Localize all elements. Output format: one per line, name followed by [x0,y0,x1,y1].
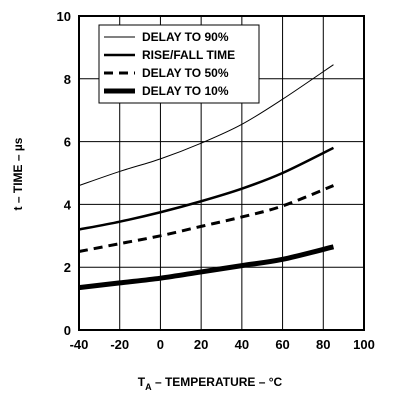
x-tick-label: 40 [235,337,249,352]
x-tick-label: 80 [316,337,330,352]
x-axis-label-subscript: A [145,382,152,392]
x-axis-label-main: T [138,375,146,389]
x-tick-label: 20 [194,337,208,352]
x-tick-label: -20 [110,337,129,352]
x-tick-label: 100 [353,337,375,352]
x-axis-label: TA – TEMPERATURE – °C [138,375,283,392]
plot-frame [78,15,365,331]
y-tick-label: 6 [64,135,71,150]
series-layer [78,64,335,291]
y-tick-label: 2 [64,260,71,275]
y-tick-label: 10 [57,9,71,24]
series-line-4 [78,244,335,291]
plot-border [78,15,365,331]
legend-label: DELAY TO 90% [142,30,229,44]
series-line-2 [78,146,335,231]
legend-label: DELAY TO 10% [142,84,229,98]
legend: DELAY TO 90% RISE/FALL TIME DELAY TO 50% DE… [98,24,260,104]
y-tick-label: 8 [64,72,71,87]
legend-label: RISE/FALL TIME [142,48,235,62]
y-axis-label: t – TIME – µs [11,137,25,210]
x-axis-label-rest: – TEMPERATURE – °C [152,375,283,389]
x-tick-label: 0 [157,337,164,352]
y-tick-label: 4 [64,197,72,212]
x-tick-labels: -40 -20 0 20 40 60 80 100 [70,337,375,352]
y-tick-labels: 0 2 4 6 8 10 [57,9,72,338]
legend-label: DELAY TO 50% [142,66,229,80]
x-tick-label: -40 [70,337,89,352]
series-line-1 [78,64,334,187]
y-tick-label: 0 [64,323,71,338]
x-tick-label: 60 [275,337,289,352]
series-line-3 [78,184,335,253]
